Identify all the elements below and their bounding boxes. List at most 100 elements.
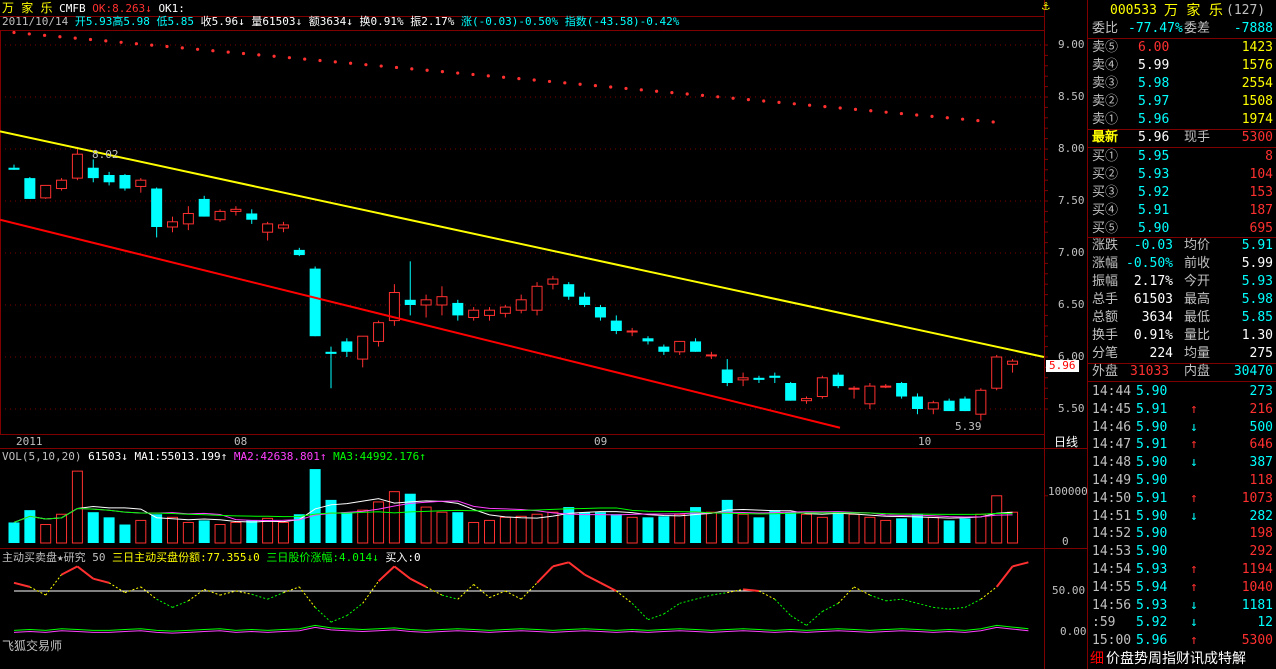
sar-dot: [639, 88, 643, 92]
period-label[interactable]: 日线: [1054, 435, 1079, 449]
stat-value: 0.91%: [1133, 328, 1173, 343]
indicator-line-segment: [409, 577, 427, 588]
stat-value: 1.30: [1241, 328, 1273, 343]
tick-row: 14:47 5.91 646: [1088, 436, 1276, 454]
stat-value: 5.93: [1241, 274, 1273, 289]
indicator-line-segment: [774, 598, 792, 616]
latest-label: 最新: [1092, 130, 1119, 145]
volume-bar: [991, 495, 1003, 544]
anchor-icon[interactable]: ⚓: [1042, 0, 1050, 14]
indicator-line-segment: [568, 561, 586, 576]
indicator-low-line: [13, 624, 1029, 632]
volume-bar: [8, 522, 20, 543]
volume-bar: [214, 524, 226, 544]
tick-row: 14:56 5.93 1181: [1088, 597, 1276, 615]
candle-body: [721, 369, 733, 383]
volume-bar: [832, 512, 844, 543]
low-value: 低5.85: [156, 15, 194, 28]
committee-ratio: -77.47%: [1128, 21, 1183, 36]
candle-body: [769, 375, 781, 378]
ma2-value: MA2:42638.801↑: [233, 450, 327, 463]
candle-body: [151, 188, 163, 227]
stat-label: 总额: [1092, 310, 1119, 325]
stat-value: 61503: [1133, 292, 1173, 307]
sar-dot: [12, 30, 16, 35]
bid-volume: 8: [1265, 149, 1273, 164]
tick-row: 15:00 5.96 5300: [1088, 632, 1276, 650]
bid-row: 买② 5.93 104: [1088, 166, 1276, 184]
volume-current: 61503↓: [88, 450, 128, 463]
indicator-line-segment: [235, 590, 252, 595]
outer-inner-row: 外盘 31033 内盘 30470: [1088, 363, 1276, 381]
volume-bar: [388, 491, 400, 544]
sar-dot: [731, 96, 735, 100]
ma3-value: MA3:44992.176↑: [333, 450, 426, 463]
candle-body: [388, 292, 400, 322]
volume-header: VOL(5,10,20) 61503↓ MA1:55013.199↑ MA2:4…: [2, 451, 426, 463]
volume-bar: [848, 513, 860, 544]
volume-value: 量61503↓: [251, 15, 303, 28]
volume-bar: [452, 512, 464, 543]
volume-bar: [167, 516, 178, 544]
sar-dot: [869, 109, 873, 113]
price-axis-label: 9.00: [1058, 38, 1085, 51]
tick-row: 14:55 5.94 1040: [1088, 579, 1276, 597]
ask-level-label: 卖③: [1092, 76, 1119, 91]
tick-price: 5.93: [1136, 562, 1168, 577]
volume-bar: [943, 520, 955, 543]
candle-body: [594, 307, 606, 318]
sar-dot: [333, 60, 337, 64]
ask-row: 卖④ 5.99 1576: [1088, 57, 1276, 75]
tick-volume: 1073: [1241, 490, 1273, 506]
indicator-line-segment: [425, 586, 443, 596]
indicator-param: 50: [92, 551, 106, 564]
bid-volume: 104: [1249, 167, 1273, 182]
volume-bar: [71, 470, 83, 544]
tick-row: 14:54 5.93 1194: [1088, 561, 1276, 579]
indicator-line-segment: [283, 586, 300, 594]
candle-body: [832, 374, 844, 387]
bid-price: 5.93: [1138, 167, 1170, 182]
arrow-down-icon: ↓: [1190, 419, 1198, 435]
volume-bar: [816, 516, 828, 544]
tick-price: 5.90: [1136, 526, 1168, 542]
volume-bar: [404, 493, 416, 543]
ask-price: 5.99: [1138, 58, 1170, 73]
volume-bar: [959, 518, 971, 543]
indicator-line-segment: [219, 590, 237, 596]
stat-row: 总额 3634 最低 5.85: [1088, 309, 1276, 327]
tick-price: 5.90: [1136, 455, 1168, 471]
footer-ad[interactable]: 细 价盘势周指财讯成特解: [1088, 650, 1276, 668]
volume-bar: [563, 507, 575, 543]
candle-body: [8, 167, 20, 170]
stat-label: 前收: [1184, 256, 1211, 271]
amplitude-value: 振2.17%: [410, 15, 455, 28]
ask-level-label: 卖⑤: [1092, 40, 1119, 55]
committee-ratio-label: 委比: [1092, 21, 1119, 36]
ask-volume: 1974: [1241, 112, 1273, 127]
tick-price: 5.91: [1136, 437, 1168, 453]
indicator-line-segment: [188, 588, 205, 602]
tick-price: 5.90: [1136, 544, 1168, 560]
price-axis-label: 5.50: [1058, 402, 1085, 415]
candle-body: [737, 377, 749, 381]
quote-code: 000533: [1110, 3, 1157, 18]
tick-price: 5.90: [1136, 419, 1168, 435]
volume-bar: [40, 524, 52, 544]
candle-body: [373, 322, 385, 342]
sar-dot: [425, 68, 429, 72]
tick-row: 14:44 5.90 273: [1088, 383, 1276, 401]
bid-volume: 695: [1249, 221, 1273, 236]
indicator-low-line2: [13, 626, 1029, 634]
tick-time: 14:44: [1092, 384, 1132, 399]
kline-chart[interactable]: [0, 0, 1087, 669]
tick-volume: 1181: [1241, 597, 1273, 613]
bid-row: 买③ 5.92 153: [1088, 184, 1276, 202]
tick-time: 14:50: [1092, 490, 1132, 506]
ask-price: 5.96: [1138, 112, 1170, 127]
date-axis-09: 09: [594, 435, 608, 448]
candle-body: [230, 208, 242, 212]
sar-dot: [364, 63, 368, 67]
close-value: 收5.96↓: [200, 15, 245, 28]
indicator-axis-50: 50.00: [1052, 584, 1086, 597]
